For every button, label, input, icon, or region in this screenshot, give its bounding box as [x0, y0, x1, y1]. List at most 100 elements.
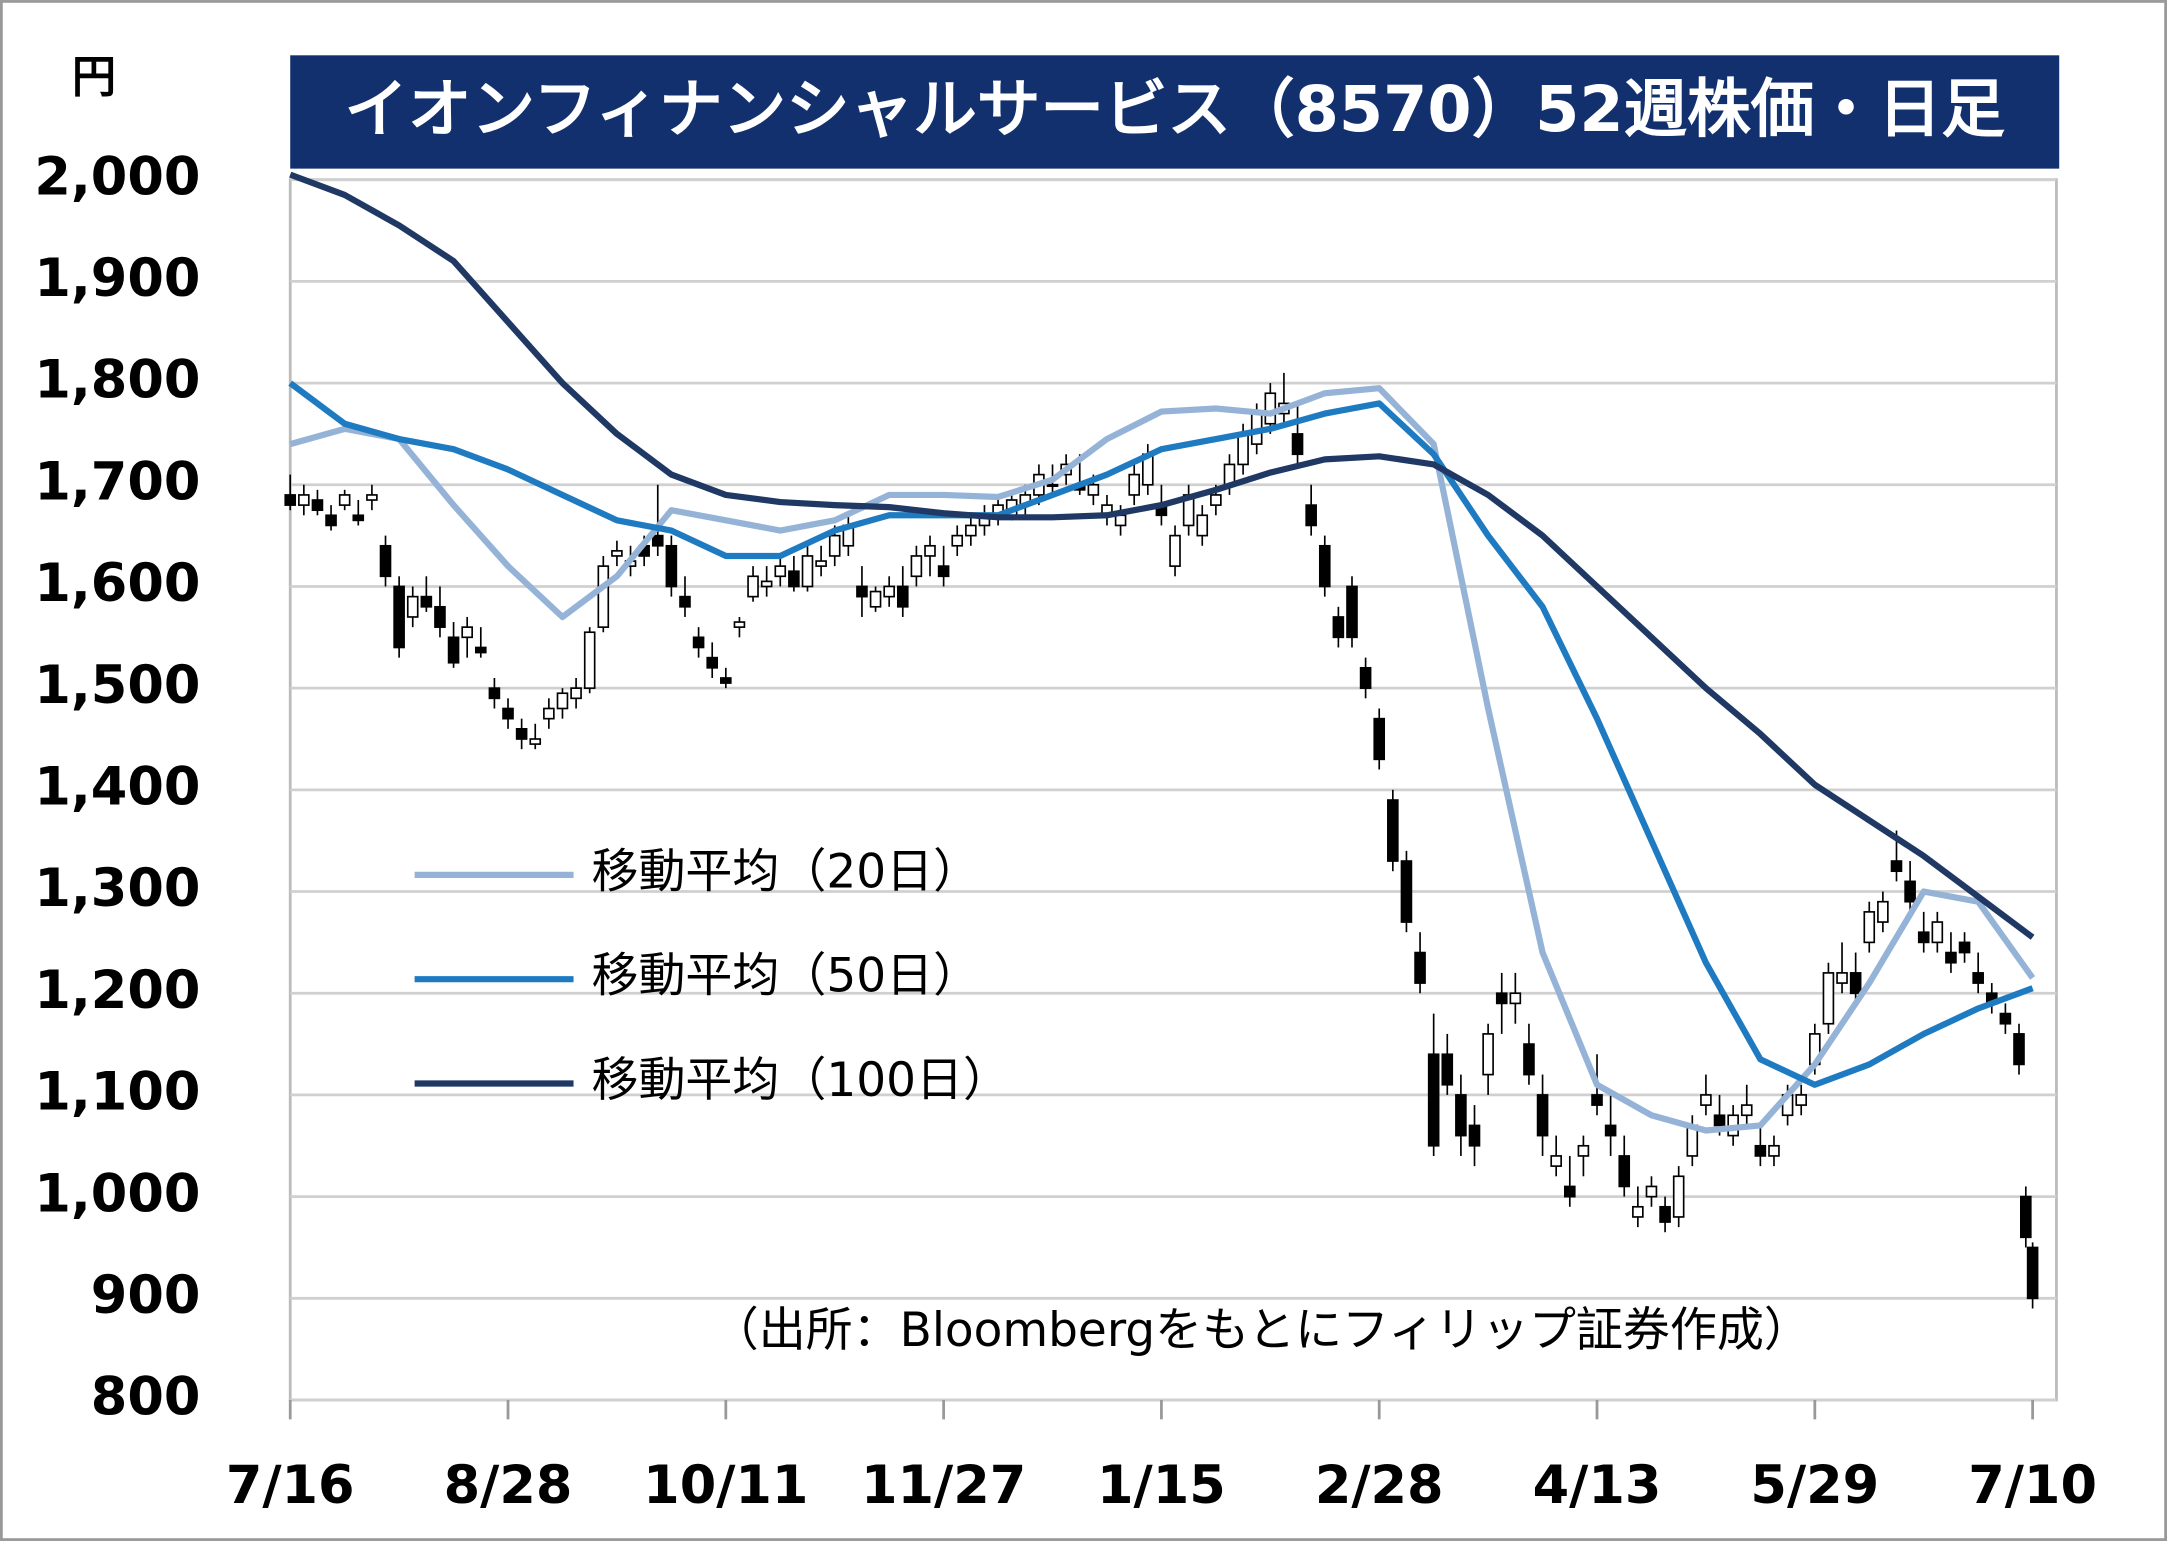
y-tick-label: 900 — [91, 1265, 201, 1326]
candle-body — [1468, 1124, 1481, 1147]
candle-body — [1618, 1155, 1631, 1188]
candle-body — [1305, 504, 1317, 527]
candle-body — [420, 595, 433, 608]
candle-body — [937, 565, 950, 578]
candle-body — [1945, 951, 1957, 964]
candle-body — [1917, 931, 1930, 944]
candle-body — [1237, 433, 1249, 466]
candle-body — [488, 687, 501, 700]
candle-body — [1931, 921, 1944, 944]
candle-body — [801, 555, 814, 588]
candle-body — [474, 646, 487, 654]
candle-body — [774, 565, 787, 578]
candle-body — [1523, 1043, 1535, 1076]
candle-body — [1890, 860, 1903, 873]
candle-body — [1822, 972, 1835, 1025]
candle-body — [651, 534, 664, 547]
candle-body — [543, 707, 555, 720]
candle-body — [366, 494, 378, 501]
candle-body — [461, 626, 473, 639]
y-tick-label: 800 — [91, 1367, 201, 1428]
candle-body — [1672, 1175, 1685, 1218]
candle-body — [1046, 483, 1059, 487]
candle-body — [1836, 972, 1848, 984]
candle-body — [1455, 1094, 1467, 1137]
candle-body — [679, 595, 691, 608]
candle-body — [325, 514, 337, 527]
candle-body — [529, 738, 542, 745]
candle-body — [379, 544, 392, 578]
candle-body — [1863, 911, 1876, 944]
candle-body — [1550, 1155, 1562, 1167]
candle-body — [502, 707, 514, 720]
candle-body — [1128, 473, 1140, 496]
candle-body — [556, 692, 569, 710]
candle-body — [788, 570, 800, 588]
candle-body — [1754, 1144, 1767, 1157]
candle-body — [406, 595, 419, 618]
candle-body — [1659, 1205, 1671, 1223]
candle-body — [1632, 1205, 1644, 1218]
candle-body — [1196, 514, 1209, 537]
candle-body — [1563, 1185, 1576, 1198]
candle-body — [815, 560, 827, 567]
candle-body — [924, 544, 936, 557]
title-banner — [290, 55, 2060, 169]
candle-body — [910, 555, 923, 578]
candle-body — [1495, 992, 1508, 1005]
y-unit: 円 — [72, 52, 116, 103]
candle-body — [1346, 585, 1358, 639]
candle-body — [1441, 1053, 1454, 1086]
candle-body — [2013, 1033, 2025, 1066]
candle-body — [298, 494, 310, 506]
source-note: （出所：Bloombergをもとにフィリップ証券作成） — [712, 1303, 1811, 1358]
candle-body — [869, 590, 882, 608]
candle-body — [1740, 1104, 1753, 1117]
x-tick-label: 11/27 — [861, 1455, 1026, 1516]
y-tick-label: 1,400 — [34, 756, 200, 817]
candle-body — [1904, 880, 1916, 903]
y-tick-label: 1,000 — [34, 1163, 200, 1224]
candle-body — [338, 494, 351, 506]
candle-body — [1482, 1033, 1494, 1076]
candle-body — [1291, 433, 1304, 456]
y-tick-label: 1,300 — [34, 858, 200, 919]
y-tick-label: 1,900 — [34, 248, 200, 309]
candle-body — [1169, 534, 1181, 567]
candle-body — [393, 585, 405, 649]
candle-body — [1536, 1094, 1549, 1137]
candle-body — [1427, 1053, 1440, 1147]
candle-body — [311, 499, 324, 512]
candle-body — [951, 534, 964, 547]
candle-body — [2026, 1246, 2039, 1300]
x-tick-label: 7/16 — [226, 1455, 355, 1516]
candle-body — [1373, 717, 1386, 761]
y-tick-label: 2,000 — [34, 146, 200, 207]
y-tick-label: 1,600 — [34, 553, 200, 614]
candle-body — [720, 677, 732, 684]
candle-body — [1958, 941, 1971, 954]
candle-body — [515, 728, 528, 740]
candle-body — [1359, 666, 1372, 689]
x-tick-label: 5/29 — [1750, 1455, 1879, 1516]
x-tick-label: 2/28 — [1315, 1455, 1444, 1516]
legend-label: 移動平均（20日） — [592, 844, 981, 899]
candle-body — [447, 636, 460, 664]
candle-body — [597, 565, 610, 628]
candle-body — [856, 585, 868, 598]
candle-body — [284, 494, 297, 506]
candle-body — [1264, 392, 1277, 425]
chart-title: イオンフィナンシャルサービス（8570）52週株価・日足 — [344, 72, 2005, 146]
candle-body — [1210, 494, 1222, 506]
candle-body — [706, 656, 719, 669]
y-tick-label: 1,700 — [34, 451, 200, 512]
y-tick-label: 1,800 — [34, 350, 200, 411]
candle-body — [665, 544, 678, 588]
candle-body — [828, 534, 841, 557]
x-tick-label: 10/11 — [643, 1455, 808, 1516]
candle-body — [965, 524, 977, 537]
candle-body — [883, 585, 895, 598]
candle-body — [1332, 616, 1345, 639]
candle-body — [1400, 860, 1413, 923]
